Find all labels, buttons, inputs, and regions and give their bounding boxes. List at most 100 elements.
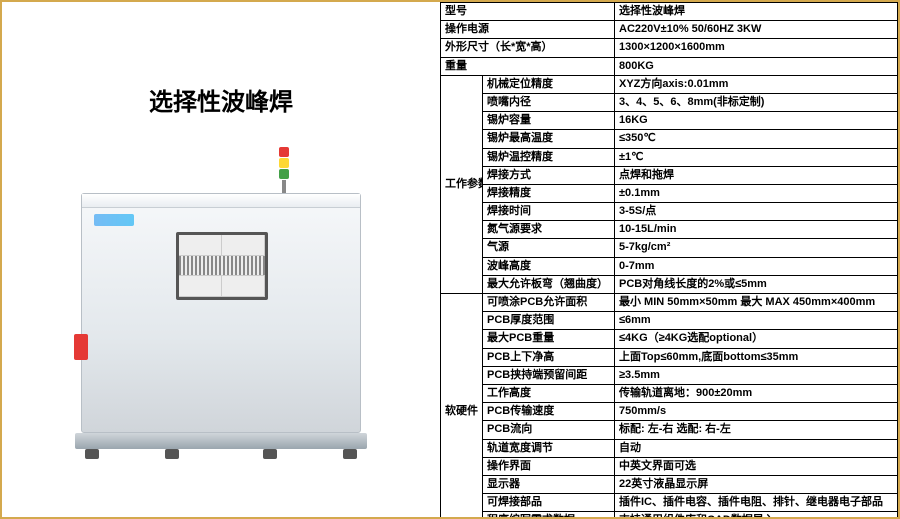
spec-value: 最小 MIN 50mm×50mm 最大 MAX 450mm×400mm bbox=[615, 294, 898, 312]
spec-label: 最大PCB重量 bbox=[483, 330, 615, 348]
table-row: 程序编写需求数据支持通用组件库和CAD数据导入 bbox=[441, 512, 898, 517]
table-row: PCB上下净高上面Top≤60mm,底面bottom≤35mm bbox=[441, 348, 898, 366]
spec-label: 型号 bbox=[441, 3, 615, 21]
spec-value: 支持通用组件库和CAD数据导入 bbox=[615, 512, 898, 517]
spec-label: 气源 bbox=[483, 239, 615, 257]
table-row: 工作高度传输轨道离地：900±20mm bbox=[441, 384, 898, 402]
spec-label: 可喷涂PCB允许面积 bbox=[483, 294, 615, 312]
table-row: PCB挟持端预留间距≥3.5mm bbox=[441, 366, 898, 384]
table-row: PCB传输速度750mm/s bbox=[441, 403, 898, 421]
spec-value: 点焊和拖焊 bbox=[615, 166, 898, 184]
table-row: 锡炉容量16KG bbox=[441, 112, 898, 130]
table-row: 操作电源AC220V±10% 50/60HZ 3KW bbox=[441, 21, 898, 39]
warning-label-icon bbox=[74, 334, 88, 360]
group-label: 工作参数 bbox=[441, 75, 483, 293]
spec-label: 显示器 bbox=[483, 475, 615, 493]
spec-label: 工作高度 bbox=[483, 384, 615, 402]
table-row: 焊接方式点焊和拖焊 bbox=[441, 166, 898, 184]
spec-label: 锡炉容量 bbox=[483, 112, 615, 130]
table-row: PCB厚度范围≤6mm bbox=[441, 312, 898, 330]
spec-value: AC220V±10% 50/60HZ 3KW bbox=[615, 21, 898, 39]
table-row: 重量800KG bbox=[441, 57, 898, 75]
spec-value: 1300×1200×1600mm bbox=[615, 39, 898, 57]
spec-value: PCB对角线长度的2%或≤5mm bbox=[615, 275, 898, 293]
table-row: 焊接精度±0.1mm bbox=[441, 184, 898, 202]
spec-label: 焊接方式 bbox=[483, 166, 615, 184]
spec-label: 锡炉温控精度 bbox=[483, 148, 615, 166]
table-row: PCB流向标配: 左-右 选配: 右-左 bbox=[441, 421, 898, 439]
spec-label: 可焊接部品 bbox=[483, 494, 615, 512]
spec-value: ≥3.5mm bbox=[615, 366, 898, 384]
table-row: 操作界面中英文界面可选 bbox=[441, 457, 898, 475]
spec-value: 标配: 左-右 选配: 右-左 bbox=[615, 421, 898, 439]
table-row: 氮气源要求10-15L/min bbox=[441, 221, 898, 239]
spec-label: 最大允许板弯（翘曲度） bbox=[483, 275, 615, 293]
spec-label: 外形尺寸（长*宽*高） bbox=[441, 39, 615, 57]
spec-value: 22英寸液晶显示屏 bbox=[615, 475, 898, 493]
table-row: 软硬件 可喷涂PCB允许面积最小 MIN 50mm×50mm 最大 MAX 45… bbox=[441, 294, 898, 312]
spec-value: 5-7kg/cm² bbox=[615, 239, 898, 257]
spec-value: ≤4KG（≥4KG选配optional） bbox=[615, 330, 898, 348]
spec-label: 喷嘴内径 bbox=[483, 93, 615, 111]
machine-base bbox=[75, 433, 367, 449]
spec-value: ≤6mm bbox=[615, 312, 898, 330]
spec-label: PCB传输速度 bbox=[483, 403, 615, 421]
table-row: 波峰高度0-7mm bbox=[441, 257, 898, 275]
spec-value: ±1℃ bbox=[615, 148, 898, 166]
spec-value: 3-5S/点 bbox=[615, 203, 898, 221]
spec-value: 上面Top≤60mm,底面bottom≤35mm bbox=[615, 348, 898, 366]
spec-label: 锡炉最高温度 bbox=[483, 130, 615, 148]
spec-table-panel: 型号选择性波峰焊 操作电源AC220V±10% 50/60HZ 3KW 外形尺寸… bbox=[440, 2, 898, 517]
table-row: 最大允许板弯（翘曲度）PCB对角线长度的2%或≤5mm bbox=[441, 275, 898, 293]
spec-label: 焊接精度 bbox=[483, 184, 615, 202]
spec-label: PCB上下净高 bbox=[483, 348, 615, 366]
table-row: 焊接时间3-5S/点 bbox=[441, 203, 898, 221]
spec-value: 750mm/s bbox=[615, 403, 898, 421]
group-label: 软硬件 bbox=[441, 294, 483, 518]
machine-body bbox=[81, 193, 361, 433]
table-row: 型号选择性波峰焊 bbox=[441, 3, 898, 21]
spec-table: 型号选择性波峰焊 操作电源AC220V±10% 50/60HZ 3KW 外形尺寸… bbox=[440, 2, 898, 517]
spec-label: 轨道宽度调节 bbox=[483, 439, 615, 457]
brand-logo bbox=[94, 214, 134, 226]
spec-label: 焊接时间 bbox=[483, 203, 615, 221]
table-row: 喷嘴内径3、4、5、6、8mm(非标定制) bbox=[441, 93, 898, 111]
spec-label: 程序编写需求数据 bbox=[483, 512, 615, 517]
table-row: 显示器22英寸液晶显示屏 bbox=[441, 475, 898, 493]
spec-value: ±0.1mm bbox=[615, 184, 898, 202]
machine-illustration bbox=[51, 147, 391, 477]
spec-label: 氮气源要求 bbox=[483, 221, 615, 239]
spec-value: 传输轨道离地：900±20mm bbox=[615, 384, 898, 402]
spec-label: PCB厚度范围 bbox=[483, 312, 615, 330]
table-row: 可焊接部品插件IC、插件电容、插件电阻、排针、继电器电子部品 bbox=[441, 494, 898, 512]
spec-value: 10-15L/min bbox=[615, 221, 898, 239]
spec-value: 中英文界面可选 bbox=[615, 457, 898, 475]
table-row: 锡炉温控精度±1℃ bbox=[441, 148, 898, 166]
table-row: 气源5-7kg/cm² bbox=[441, 239, 898, 257]
page-container: 选择性波峰焊 bbox=[2, 2, 898, 517]
spec-label: 机械定位精度 bbox=[483, 75, 615, 93]
spec-value: XYZ方向axis:0.01mm bbox=[615, 75, 898, 93]
tower-light-icon bbox=[279, 147, 289, 193]
spec-value: ≤350℃ bbox=[615, 130, 898, 148]
left-panel: 选择性波峰焊 bbox=[2, 2, 440, 517]
spec-label: 重量 bbox=[441, 57, 615, 75]
spec-label: 操作电源 bbox=[441, 21, 615, 39]
spec-value: 800KG bbox=[615, 57, 898, 75]
table-row: 外形尺寸（长*宽*高）1300×1200×1600mm bbox=[441, 39, 898, 57]
spec-label: 波峰高度 bbox=[483, 257, 615, 275]
spec-value: 插件IC、插件电容、插件电阻、排针、继电器电子部品 bbox=[615, 494, 898, 512]
spec-value: 自动 bbox=[615, 439, 898, 457]
spec-value: 选择性波峰焊 bbox=[615, 3, 898, 21]
machine-monitor bbox=[176, 232, 268, 300]
table-row: 轨道宽度调节自动 bbox=[441, 439, 898, 457]
spec-label: PCB流向 bbox=[483, 421, 615, 439]
table-row: 工作参数 机械定位精度XYZ方向axis:0.01mm bbox=[441, 75, 898, 93]
table-row: 锡炉最高温度≤350℃ bbox=[441, 130, 898, 148]
spec-label: PCB挟持端预留间距 bbox=[483, 366, 615, 384]
spec-label: 操作界面 bbox=[483, 457, 615, 475]
spec-value: 3、4、5、6、8mm(非标定制) bbox=[615, 93, 898, 111]
spec-value: 0-7mm bbox=[615, 257, 898, 275]
table-row: 最大PCB重量≤4KG（≥4KG选配optional） bbox=[441, 330, 898, 348]
spec-value: 16KG bbox=[615, 112, 898, 130]
